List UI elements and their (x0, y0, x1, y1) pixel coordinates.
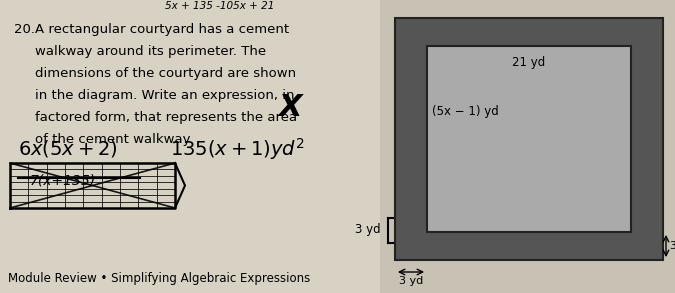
Text: 20.: 20. (14, 23, 35, 36)
Bar (395, 18, 663, 260)
Text: 3 yd: 3 yd (670, 241, 675, 251)
Bar (427, 46, 631, 232)
Text: walkway around its perimeter. The: walkway around its perimeter. The (35, 45, 266, 58)
Text: 7(x+135): 7(x+135) (30, 173, 96, 187)
Text: $6x(5x+2)$: $6x(5x+2)$ (18, 138, 118, 159)
Text: 5x + 135 -105x + 21: 5x + 135 -105x + 21 (165, 1, 274, 11)
Text: factored form, that represents the area: factored form, that represents the area (35, 111, 297, 124)
Text: $135(x+1)yd^2$: $135(x+1)yd^2$ (170, 136, 305, 162)
Text: 21 yd: 21 yd (512, 56, 545, 69)
Text: in the diagram. Write an expression, in: in the diagram. Write an expression, in (35, 89, 294, 102)
Bar (0, 0, 380, 293)
Text: dimensions of the courtyard are shown: dimensions of the courtyard are shown (35, 67, 296, 80)
Text: X: X (278, 93, 302, 122)
Text: (5x − 1) yd: (5x − 1) yd (432, 105, 499, 117)
Bar (380, 0, 675, 293)
Text: 3 yd: 3 yd (399, 276, 423, 286)
Text: 3 yd: 3 yd (355, 224, 381, 236)
Text: Module Review • Simplifying Algebraic Expressions: Module Review • Simplifying Algebraic Ex… (8, 272, 311, 285)
Text: of the cement walkway.: of the cement walkway. (35, 133, 193, 146)
Text: A rectangular courtyard has a cement: A rectangular courtyard has a cement (35, 23, 289, 36)
